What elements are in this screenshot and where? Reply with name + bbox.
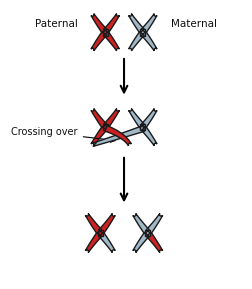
Text: Paternal: Paternal	[35, 19, 77, 29]
Polygon shape	[141, 32, 156, 51]
Polygon shape	[128, 14, 144, 33]
Bar	[103, 29, 107, 36]
Polygon shape	[141, 127, 156, 146]
Bar	[103, 29, 107, 36]
Polygon shape	[91, 126, 144, 147]
Bar	[103, 124, 107, 130]
Polygon shape	[141, 14, 156, 33]
Polygon shape	[146, 214, 162, 234]
Polygon shape	[103, 32, 119, 51]
Polygon shape	[98, 214, 115, 234]
Polygon shape	[105, 126, 131, 146]
Bar	[145, 229, 150, 236]
Polygon shape	[85, 214, 101, 234]
Bar	[140, 124, 145, 130]
Polygon shape	[128, 32, 144, 51]
Polygon shape	[103, 109, 119, 128]
Polygon shape	[91, 127, 106, 146]
Bar	[140, 29, 145, 36]
Text: Crossing over: Crossing over	[11, 127, 115, 142]
Bar	[140, 29, 145, 36]
Text: Maternal: Maternal	[170, 19, 216, 29]
Polygon shape	[141, 109, 156, 128]
Bar	[140, 124, 145, 130]
Polygon shape	[91, 32, 106, 51]
Bar	[98, 229, 102, 236]
Polygon shape	[91, 14, 106, 33]
Polygon shape	[146, 232, 162, 253]
Polygon shape	[85, 232, 101, 253]
Bar	[98, 229, 102, 236]
Polygon shape	[132, 214, 149, 234]
Polygon shape	[103, 14, 119, 33]
Polygon shape	[128, 109, 144, 128]
Polygon shape	[98, 232, 115, 253]
Bar	[103, 124, 107, 130]
Polygon shape	[132, 232, 149, 253]
Polygon shape	[91, 109, 106, 128]
Bar	[145, 229, 150, 236]
